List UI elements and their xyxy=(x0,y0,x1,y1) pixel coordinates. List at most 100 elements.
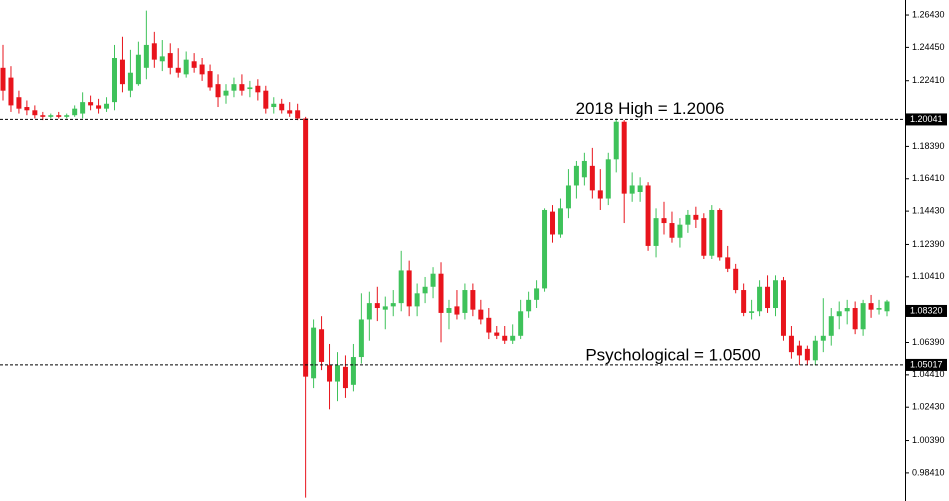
candle-body xyxy=(422,286,428,294)
candle-body xyxy=(135,54,141,85)
current-price-box xyxy=(906,304,947,317)
candle-body xyxy=(565,185,571,209)
level-label: 1.05017 xyxy=(910,359,943,369)
candle-body xyxy=(8,77,14,106)
candle-body xyxy=(48,115,54,117)
current-price-label: 1.08320 xyxy=(910,305,943,315)
candle-body xyxy=(621,121,627,194)
candle-body xyxy=(342,366,348,389)
y-tick-label: 1.24450 xyxy=(912,42,945,52)
candle-body xyxy=(390,303,396,307)
candle-body xyxy=(96,105,102,109)
candle-body xyxy=(231,84,237,91)
candle-body xyxy=(127,72,133,91)
candle-body xyxy=(717,209,723,258)
candle-body xyxy=(645,185,651,246)
candle-body xyxy=(40,115,46,117)
candle-body xyxy=(398,270,404,304)
y-tick-label: 1.18390 xyxy=(912,141,945,151)
candle-body xyxy=(820,335,826,341)
candle-body xyxy=(438,273,444,313)
candle-body xyxy=(749,311,755,313)
candle-body xyxy=(470,290,476,310)
candle-body xyxy=(199,64,205,75)
candle-body xyxy=(303,118,309,377)
candle-body xyxy=(757,286,763,312)
y-tick-label: 1.02430 xyxy=(912,402,945,412)
level-annotation: 2018 High = 1.2006 xyxy=(576,99,725,118)
candle-body xyxy=(279,103,285,111)
candle-body xyxy=(24,107,30,111)
candle-body xyxy=(573,165,579,186)
candle-body xyxy=(550,211,556,235)
candle-body xyxy=(478,309,484,320)
candle-body xyxy=(454,306,460,315)
candle-body xyxy=(0,67,6,91)
candle-body xyxy=(812,340,818,361)
candle-body xyxy=(693,214,699,220)
candle-body xyxy=(207,71,213,88)
candle-body xyxy=(828,316,834,336)
candle-body xyxy=(143,44,149,68)
candle-body xyxy=(382,306,388,310)
candle-body xyxy=(852,308,858,330)
candle-body xyxy=(709,209,715,256)
candle-body xyxy=(510,335,516,341)
candle-body xyxy=(741,290,747,313)
ticks: 1.26430 1.24450 1.22410 1.18390 1.16410 1.144… xyxy=(905,9,945,477)
candle-body xyxy=(629,185,635,194)
candle-body xyxy=(366,303,372,320)
candle-body xyxy=(16,97,22,109)
candle-body xyxy=(175,67,181,73)
candle-body xyxy=(334,365,340,382)
candle-body xyxy=(534,288,540,300)
candle-body xyxy=(319,329,325,362)
candle-body xyxy=(271,103,277,108)
y-tick-label: 1.26430 xyxy=(912,9,945,19)
candle-body xyxy=(733,268,739,291)
y-tick-label: 1.06390 xyxy=(912,337,945,347)
candle-body xyxy=(159,56,165,62)
annotations: 1.20041 2018 High = 1.2006 1.05017 Psycholo… xyxy=(0,99,947,371)
candle-body xyxy=(796,345,802,356)
candle-body xyxy=(884,301,890,312)
candle-body xyxy=(518,311,524,336)
candle-body xyxy=(80,102,86,114)
candle-body xyxy=(844,308,850,312)
candle-body xyxy=(494,332,500,336)
candle-body xyxy=(88,102,94,106)
candle-body xyxy=(430,273,436,287)
candle-body xyxy=(72,108,78,116)
candle-body xyxy=(876,308,882,310)
candle-body xyxy=(765,286,771,309)
y-tick-label: 1.00390 xyxy=(912,435,945,445)
candle-body xyxy=(64,115,70,117)
candle-body xyxy=(868,303,874,310)
y-tick-label: 1.04410 xyxy=(912,369,945,379)
y-tick-label: 1.22410 xyxy=(912,75,945,85)
candle-body xyxy=(780,280,786,336)
candle-body xyxy=(773,280,779,309)
candle-body xyxy=(223,90,229,96)
candle-body xyxy=(374,303,380,309)
candle-body xyxy=(119,59,125,85)
candle-body xyxy=(725,257,731,269)
candle-body xyxy=(358,319,364,358)
candle-body xyxy=(56,115,62,117)
y-tick-label: 1.12390 xyxy=(912,239,945,249)
candle-body xyxy=(605,159,611,199)
candle-body xyxy=(462,290,468,313)
candle-body xyxy=(167,53,173,68)
candle-body xyxy=(804,348,810,361)
candle-body xyxy=(406,270,412,307)
candle-body xyxy=(653,218,659,246)
candle-body xyxy=(526,299,532,312)
level-annotation: Psychological = 1.0500 xyxy=(585,345,760,364)
level-label-box xyxy=(906,358,947,371)
candle-body xyxy=(685,214,691,225)
candle-body xyxy=(215,84,221,98)
candle-body xyxy=(581,160,587,178)
candle-body xyxy=(836,311,842,317)
